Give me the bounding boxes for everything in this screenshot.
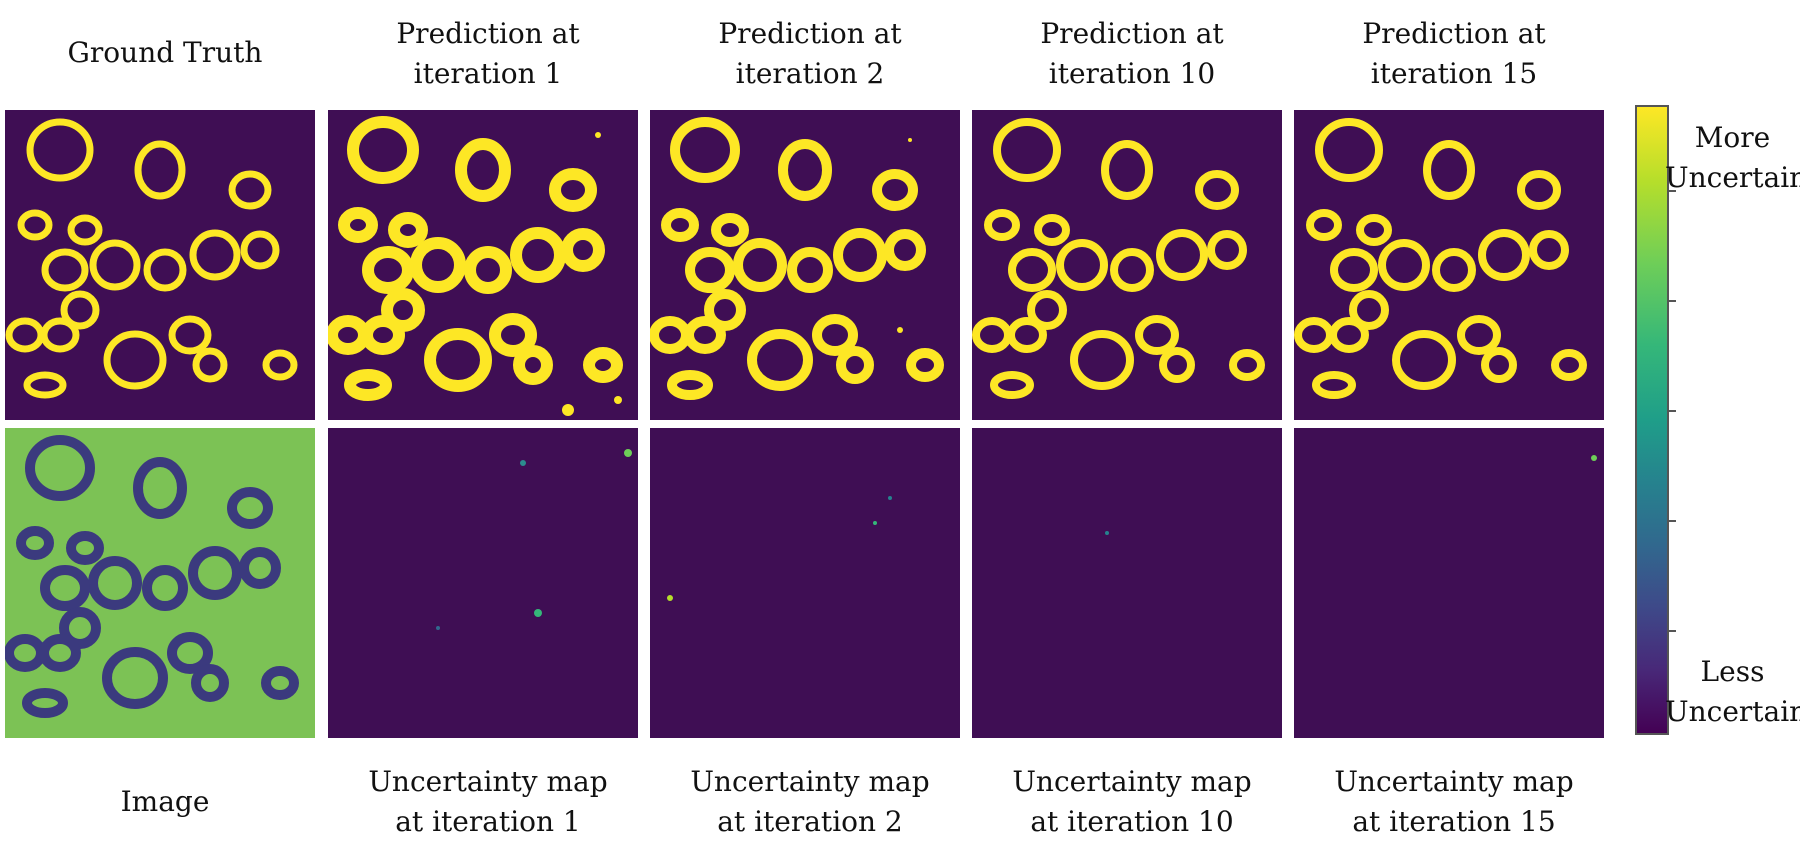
caption-uncertainty-iter-1: Uncertainty map at iteration 1	[328, 762, 648, 842]
caption-line: Uncertainty map	[1012, 765, 1252, 798]
colorbar-bottom-label: Less Uncertain	[1665, 652, 1800, 732]
prediction-iter-15	[1294, 110, 1604, 420]
caption-line: iteration 10	[1048, 57, 1216, 90]
caption-prediction-iter-10: Prediction at iteration 10	[972, 14, 1292, 94]
caption-prediction-iter-15: Prediction at iteration 15	[1294, 14, 1614, 94]
caption-uncertainty-iter-15: Uncertainty map at iteration 15	[1294, 762, 1614, 842]
colorbar-tick	[1669, 520, 1676, 522]
uncertainty-map-iter-2	[650, 428, 960, 738]
caption-line: iteration 2	[735, 57, 885, 90]
caption-line: at iteration 1	[395, 805, 581, 838]
input-image	[5, 428, 315, 738]
caption-line: at iteration 15	[1352, 805, 1556, 838]
colorbar-tick	[1669, 410, 1676, 412]
uncertainty-map-iter-15	[1294, 428, 1604, 738]
caption-prediction-iter-1: Prediction at iteration 1	[328, 14, 648, 94]
colorbar-label-line: More	[1694, 121, 1771, 154]
prediction-iter-2	[650, 110, 960, 420]
prediction-iter-1	[328, 110, 638, 420]
caption-line: at iteration 2	[717, 805, 903, 838]
caption-line: Ground Truth	[67, 36, 263, 69]
caption-uncertainty-iter-2: Uncertainty map at iteration 2	[650, 762, 970, 842]
colorbar-tick	[1669, 300, 1676, 302]
caption-line: Prediction at	[1040, 17, 1224, 50]
ground-truth-mask	[5, 110, 315, 420]
colorbar-label-line: Uncertain	[1665, 695, 1800, 728]
colorbar-top-label: More Uncertain	[1665, 118, 1800, 198]
caption-line: Uncertainty map	[690, 765, 930, 798]
colorbar	[1635, 105, 1669, 735]
caption-line: Image	[120, 785, 210, 818]
caption-line: iteration 1	[413, 57, 563, 90]
caption-line: Uncertainty map	[368, 765, 608, 798]
colorbar-tick	[1669, 630, 1676, 632]
prediction-iter-10	[972, 110, 1282, 420]
caption-uncertainty-iter-10: Uncertainty map at iteration 10	[972, 762, 1292, 842]
caption-line: Prediction at	[396, 17, 580, 50]
caption-line: Prediction at	[1362, 17, 1546, 50]
caption-line: Uncertainty map	[1334, 765, 1574, 798]
colorbar-label-line: Less	[1700, 655, 1765, 688]
caption-line: at iteration 10	[1030, 805, 1234, 838]
uncertainty-map-iter-10	[972, 428, 1282, 738]
caption-prediction-iter-2: Prediction at iteration 2	[650, 14, 970, 94]
uncertainty-map-iter-1	[328, 428, 638, 738]
caption-line: iteration 15	[1370, 57, 1538, 90]
caption-ground-truth: Ground Truth	[5, 33, 325, 73]
caption-line: Prediction at	[718, 17, 902, 50]
caption-image: Image	[5, 782, 325, 822]
colorbar-label-line: Uncertain	[1665, 161, 1800, 194]
colorbar-tick	[1669, 190, 1676, 192]
